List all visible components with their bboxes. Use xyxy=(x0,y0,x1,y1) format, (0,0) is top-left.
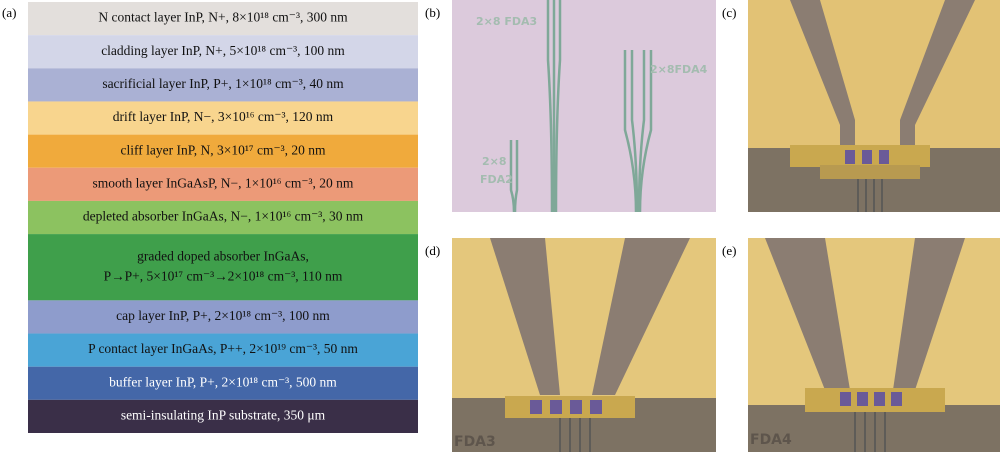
layer xyxy=(28,300,418,334)
layer xyxy=(28,134,418,168)
layer xyxy=(28,167,418,201)
layer-label: P contact layer InGaAs, P++, 2×10¹⁹ cm⁻³… xyxy=(88,341,358,356)
caption: FDA3 xyxy=(454,434,496,450)
panel-label: (c) xyxy=(722,5,736,20)
panel-label: (d) xyxy=(425,243,440,258)
layer xyxy=(28,234,418,301)
layer xyxy=(28,399,418,433)
layer-label: graded doped absorber InGaAs, xyxy=(137,248,309,263)
layer xyxy=(28,333,418,367)
layer xyxy=(28,101,418,135)
micrograph-c xyxy=(748,0,1000,212)
caption: FDA2 xyxy=(480,173,513,186)
layer-label: cliff layer InP, N, 3×10¹⁷ cm⁻³, 20 nm xyxy=(120,142,326,157)
layer-label: cladding layer InP, N+, 5×10¹⁸ cm⁻³, 100… xyxy=(101,43,345,58)
micrograph-d: FDA3 xyxy=(452,238,716,452)
layer-stack: N contact layer InP, N+, 8×10¹⁸ cm⁻³, 30… xyxy=(28,2,418,433)
micrograph-b: 2×8 FDA3 2×8FDA4 2×8 FDA2 xyxy=(452,0,716,213)
panel-label: (e) xyxy=(722,243,736,258)
layer-label: depleted absorber InGaAs, N−, 1×10¹⁶ cm⁻… xyxy=(83,209,364,224)
layer-label: smooth layer InGaAsP, N−, 1×10¹⁶ cm⁻³, 2… xyxy=(93,175,354,190)
layer xyxy=(28,68,418,102)
layer-label: buffer layer InP, P+, 2×10¹⁸ cm⁻³, 500 n… xyxy=(109,374,337,389)
caption: 2×8 xyxy=(482,155,507,168)
caption: 2×8FDA4 xyxy=(650,63,708,76)
layer-label: P→P+, 5×10¹⁷ cm⁻³→2×10¹⁸ cm⁻³, 110 nm xyxy=(104,268,343,283)
layer-label: N contact layer InP, N+, 8×10¹⁸ cm⁻³, 30… xyxy=(98,10,348,25)
panel-label: (b) xyxy=(425,5,440,20)
panel-label: (a) xyxy=(2,5,16,20)
layer-label: semi-insulating InP substrate, 350 μm xyxy=(121,408,326,423)
layer xyxy=(28,200,418,235)
layer-label: cap layer InP, P+, 2×10¹⁸ cm⁻³, 100 nm xyxy=(116,308,330,323)
caption: FDA4 xyxy=(750,432,792,448)
layer-label: drift layer InP, N−, 3×10¹⁶ cm⁻³, 120 nm xyxy=(113,109,334,124)
layer xyxy=(28,366,418,400)
caption: 2×8 FDA3 xyxy=(476,15,537,28)
layer xyxy=(28,35,418,69)
layer-label: sacrificial layer InP, P+, 1×10¹⁸ cm⁻³, … xyxy=(102,76,344,91)
micrograph-e: FDA4 xyxy=(748,238,1000,452)
layer xyxy=(28,2,418,36)
